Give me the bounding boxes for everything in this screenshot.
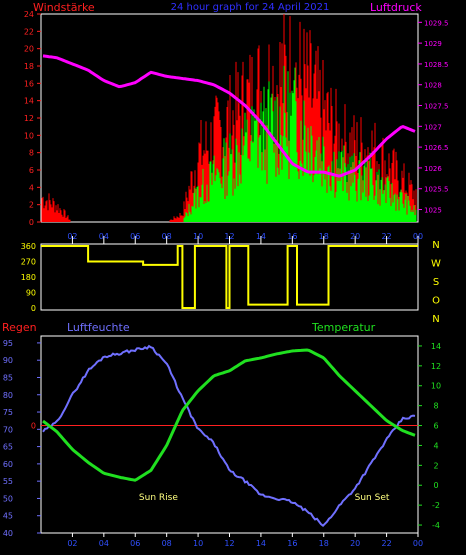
wind-tick-label: 8 bbox=[29, 149, 34, 158]
pressure-tick-label: 1025 bbox=[424, 207, 442, 215]
sun-annotation: Sun Set bbox=[355, 493, 390, 503]
wind-tick-label: 22 bbox=[24, 27, 34, 36]
x-tick-label: 08 bbox=[162, 539, 172, 548]
temperature-tick-label: 12 bbox=[431, 362, 441, 371]
humidity-tick-label: 90 bbox=[3, 356, 13, 365]
wind-tick-label: 4 bbox=[29, 183, 34, 192]
x-tick-label: 02 bbox=[67, 539, 77, 548]
temperature-tick-label: 6 bbox=[433, 422, 438, 431]
humidity-tick-label: 75 bbox=[3, 408, 13, 417]
direction-tick-label: 0 bbox=[31, 304, 36, 313]
pressure-tick-label: 1027.5 bbox=[424, 103, 449, 111]
pressure-tick-label: 1025.5 bbox=[424, 186, 449, 194]
direction-compass-label: N bbox=[432, 314, 439, 325]
direction-compass-label: O bbox=[432, 296, 440, 307]
temperature-tick-label: 10 bbox=[431, 382, 441, 391]
x-tick-label: 16 bbox=[287, 232, 297, 241]
rain-zero-label: 0 bbox=[31, 422, 36, 431]
temperature-tick-label: 2 bbox=[433, 461, 438, 470]
x-tick-label: 06 bbox=[130, 232, 140, 241]
direction-compass-label: N bbox=[432, 240, 439, 251]
wind-tick-label: 6 bbox=[29, 166, 34, 175]
x-tick-label: 14 bbox=[256, 539, 266, 548]
x-tick-label: 18 bbox=[319, 232, 329, 241]
x-tick-label: 00 bbox=[413, 539, 423, 548]
chart-title: 24 hour graph for 24 April 2021 bbox=[171, 2, 330, 13]
x-tick-label: 04 bbox=[99, 539, 109, 548]
pressure-tick-label: 1028.5 bbox=[424, 61, 449, 69]
legend-rain: Regen bbox=[2, 321, 37, 334]
pressure-axis-label: Luftdruck bbox=[370, 1, 422, 14]
pressure-tick-label: 1026 bbox=[424, 165, 442, 173]
direction-tick-label: 360 bbox=[21, 242, 36, 251]
x-tick-label: 12 bbox=[224, 539, 234, 548]
wind-tick-label: 2 bbox=[29, 201, 34, 210]
direction-compass-label: S bbox=[433, 277, 439, 288]
temperature-tick-label: -4 bbox=[432, 521, 440, 530]
wind-pressure-panel: 02468101214161820222410251025.510261026.… bbox=[24, 10, 449, 227]
legend-temperature: Temperatur bbox=[311, 321, 376, 334]
pressure-tick-label: 1029 bbox=[424, 40, 442, 48]
humidity-temperature-panel: 404550556065707580859095-4-2024681012140… bbox=[3, 335, 441, 548]
wind-bars bbox=[183, 65, 417, 222]
temperature-tick-label: 8 bbox=[433, 402, 438, 411]
x-tick-label: 22 bbox=[381, 232, 391, 241]
wind-axis-label: Windstärke bbox=[33, 1, 95, 14]
x-tick-label: 04 bbox=[99, 232, 109, 241]
wind-tick-label: 0 bbox=[29, 218, 34, 227]
direction-tick-label: 270 bbox=[21, 258, 36, 267]
x-tick-label: 00 bbox=[413, 232, 423, 241]
x-tick-label: 20 bbox=[350, 232, 360, 241]
sun-annotation: Sun Rise bbox=[139, 493, 178, 503]
wind-tick-label: 16 bbox=[24, 79, 34, 88]
x-tick-label: 12 bbox=[224, 232, 234, 241]
pressure-tick-label: 1028 bbox=[424, 82, 442, 90]
humidity-tick-label: 45 bbox=[3, 512, 13, 521]
wind-tick-label: 12 bbox=[24, 114, 34, 123]
humidity-tick-label: 65 bbox=[3, 443, 13, 452]
humidity-tick-label: 60 bbox=[3, 460, 13, 469]
x-tick-label: 10 bbox=[193, 232, 203, 241]
temperature-tick-label: -2 bbox=[432, 501, 440, 510]
temperature-tick-label: 0 bbox=[433, 481, 438, 490]
pressure-tick-label: 1029.5 bbox=[424, 19, 449, 27]
humidity-tick-label: 95 bbox=[3, 339, 13, 348]
x-tick-label: 06 bbox=[130, 539, 140, 548]
pressure-tick-label: 1026.5 bbox=[424, 144, 449, 152]
pressure-line bbox=[42, 54, 416, 178]
wind-tick-label: 18 bbox=[24, 62, 34, 71]
wind-tick-label: 10 bbox=[24, 131, 34, 140]
humidity-line bbox=[42, 344, 416, 528]
humidity-tick-label: 85 bbox=[3, 373, 13, 382]
x-tick-label: 22 bbox=[381, 539, 391, 548]
humidity-tick-label: 40 bbox=[3, 529, 13, 538]
x-tick-label: 10 bbox=[193, 539, 203, 548]
temperature-tick-label: 4 bbox=[433, 441, 438, 450]
legend-humidity: Luftfeuchte bbox=[67, 321, 130, 334]
x-tick-label: 18 bbox=[319, 539, 329, 548]
humidity-tick-label: 70 bbox=[3, 425, 13, 434]
pressure-tick-label: 1027 bbox=[424, 123, 442, 131]
temperature-tick-label: 14 bbox=[431, 342, 441, 351]
x-tick-label: 14 bbox=[256, 232, 266, 241]
direction-tick-label: 180 bbox=[21, 273, 36, 282]
humidity-tick-label: 50 bbox=[3, 494, 13, 503]
x-tick-label: 20 bbox=[350, 539, 360, 548]
wind-direction-line bbox=[41, 245, 418, 309]
wind-tick-label: 24 bbox=[24, 10, 34, 19]
temperature-line bbox=[42, 348, 416, 482]
humidity-tick-label: 80 bbox=[3, 391, 13, 400]
wind-tick-label: 20 bbox=[24, 45, 34, 54]
direction-compass-label: W bbox=[431, 259, 441, 270]
wind-tick-label: 14 bbox=[24, 97, 34, 106]
x-tick-label: 02 bbox=[67, 232, 77, 241]
x-tick-label: 16 bbox=[287, 539, 297, 548]
direction-tick-label: 90 bbox=[26, 289, 36, 298]
humidity-tick-label: 55 bbox=[3, 477, 13, 486]
x-tick-label: 08 bbox=[162, 232, 172, 241]
temp-panel-frame bbox=[40, 335, 419, 534]
